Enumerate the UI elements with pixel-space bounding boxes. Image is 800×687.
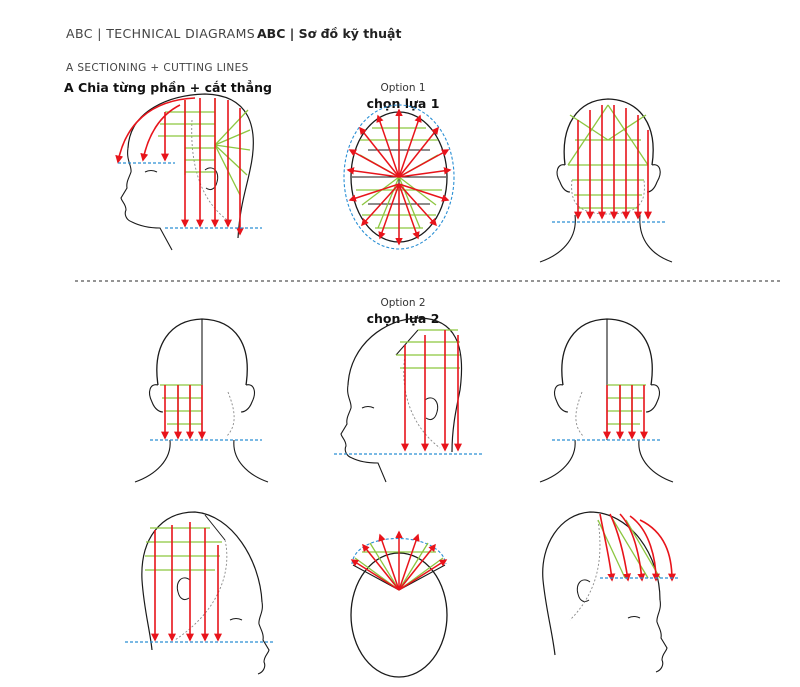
section-label: A SECTIONING + CUTTING LINES xyxy=(66,62,249,74)
profile-head-right-sectioning xyxy=(125,511,275,675)
top-view-head-option-1 xyxy=(343,104,455,250)
profile-head-left-sectioning xyxy=(115,93,262,251)
header-title: ABC | TECHNICAL DIAGRAMS xyxy=(66,26,256,41)
option-2-label: Option 2 xyxy=(380,297,426,309)
back-view-head-row-2-left xyxy=(134,318,269,483)
profile-head-forward-cut xyxy=(542,511,678,673)
top-view-head-row-3 xyxy=(350,530,448,678)
header-title-vietnamese: ABC | Sơ đồ kỹ thuật xyxy=(257,26,402,41)
option-2-title: chọn lựa 2 xyxy=(366,311,440,326)
option-1-label: Option 1 xyxy=(380,82,426,94)
back-view-head-row-2-right xyxy=(539,318,674,483)
profile-head-option-2 xyxy=(334,317,484,483)
back-view-head-row-1 xyxy=(539,98,673,263)
section-title: A Chia từng phần + cắt thẳng xyxy=(64,80,272,95)
